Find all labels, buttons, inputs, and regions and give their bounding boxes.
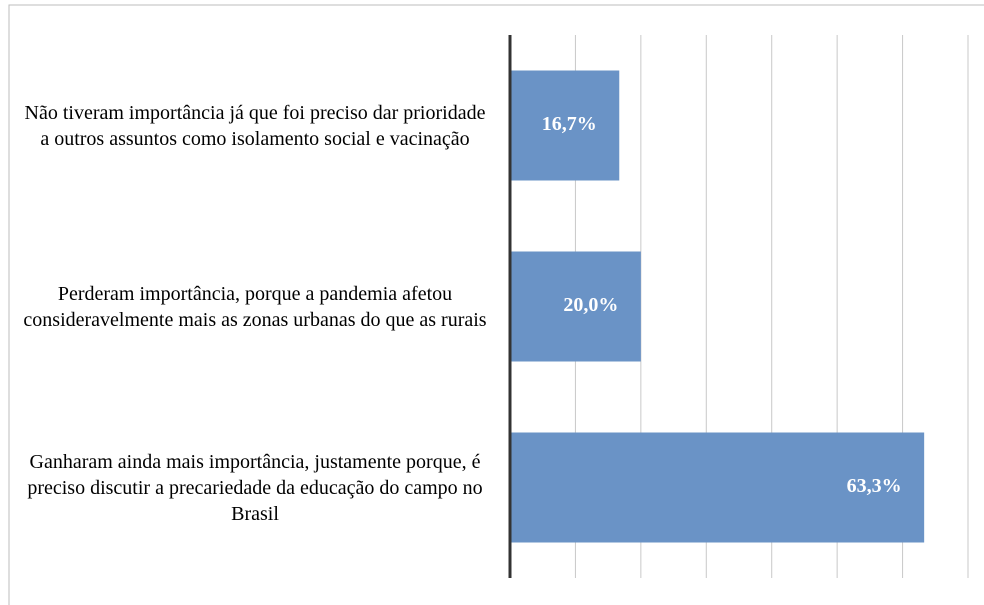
category-label: Ganharam ainda mais importância, justame…: [27, 450, 483, 525]
category-label: Não tiveram importância já que foi preci…: [24, 101, 486, 150]
chart-frame: [8, 4, 984, 605]
bar: [510, 70, 620, 181]
value-label: 63,3%: [847, 475, 902, 497]
bar: [510, 251, 641, 362]
bar: [510, 432, 925, 543]
category-label: Perderam importância, porque a pandemia …: [23, 282, 487, 331]
value-label: 16,7%: [542, 113, 597, 135]
value-label: 20,0%: [563, 294, 618, 316]
